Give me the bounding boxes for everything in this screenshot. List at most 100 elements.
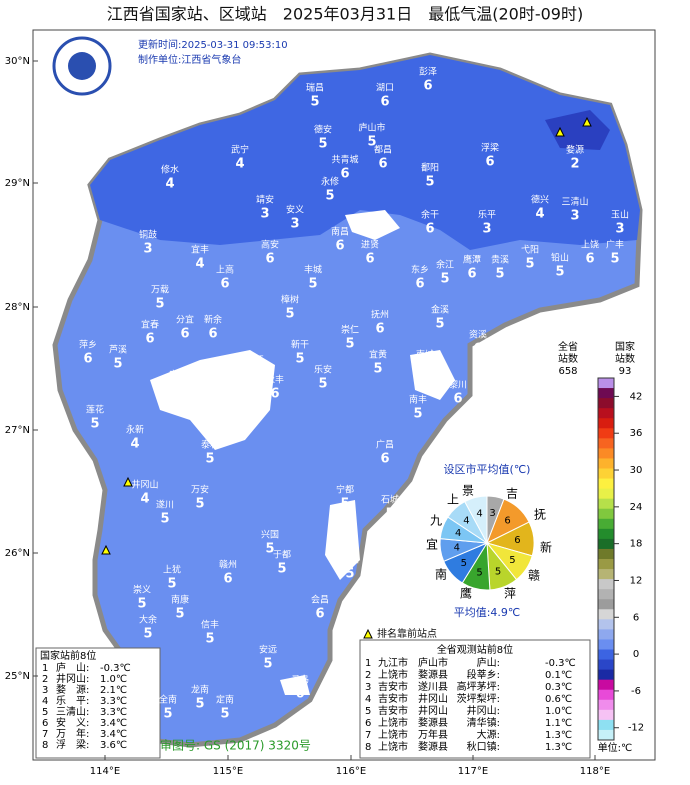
station-name: 乐平 [478,209,496,221]
station-value: 6 [220,277,229,292]
national-cell: 婺 源: [56,683,89,696]
all-cell: 秋口镇: [467,740,500,753]
station-name: 都昌 [374,145,392,156]
all-cell: 大源: [477,728,500,741]
national-cell: -0.3℃ [100,663,131,674]
station-name: 余江 [436,259,454,271]
station-value: 5 [143,627,152,642]
station-name: 信丰 [201,619,219,631]
logo-core [68,52,96,80]
all-cell: 1.3℃ [545,742,572,753]
colorbar-cell [598,388,614,399]
station-name: 芦溪 [109,344,127,356]
national-cell: 万 年: [56,727,89,740]
warm-area [150,350,275,450]
station-value: 3 [570,209,579,224]
pie-label: 上 [447,493,459,507]
pie-value: 6 [504,515,510,526]
station-name: 上犹 [163,565,181,576]
all-cell: 6 [365,718,371,729]
station-name: 德兴 [531,194,549,206]
station-value: 6 [585,252,594,267]
all-cell: 0.3℃ [545,682,572,693]
station-name: 全南 [159,694,177,706]
station-value: 4 [535,207,544,222]
stat-label: 站数 [615,352,635,365]
lon-label: 118°E [580,766,610,777]
all-cell: 0.6℃ [545,694,572,705]
colorbar-cell [598,548,614,560]
stat-value: 658 [558,366,577,377]
all-cell: 上饶市 [378,740,408,753]
station-name: 樟树 [281,294,299,306]
station-name: 铜鼓 [139,229,157,241]
lake [345,210,400,240]
station-value: 6 [223,572,232,587]
station-value: 5 [435,317,444,332]
station-value: 5 [90,417,99,432]
station-name: 万载 [151,284,169,296]
national-cell: 1 [42,663,48,674]
station-name: 余干 [421,209,439,221]
pie-label: 南 [435,567,447,582]
station-name: 龙南 [191,684,209,696]
warm-area [325,500,360,580]
station-value: 5 [525,257,534,272]
pie-average: 平均值:4.9℃ [454,606,521,619]
station-value: 5 [205,632,214,647]
lat-label: 27°N [5,425,30,436]
station-name: 赣州 [219,559,237,571]
pie-label: 宜 [426,537,438,552]
station-value: 5 [345,337,354,352]
station-value: 6 [235,405,244,420]
station-value: 5 [220,707,229,722]
all-cell: 1.3℃ [545,730,572,741]
station-name: 德安 [314,124,332,136]
station-name: 吉水 [231,392,249,404]
pie-label: 萍 [504,587,516,601]
station-name: 崇义 [133,585,151,596]
station-name: 黎川 [449,379,467,391]
station-name: 乐安 [314,364,332,376]
all-title: 全省观测站前8位 [437,643,513,656]
station-name: 萍乡 [79,340,97,351]
station-name: 新干 [291,339,309,351]
station-value: 6 [375,322,384,337]
pie-slice [464,495,488,544]
colorbar-cell [598,378,614,389]
all-cell: 清华镇: [467,716,500,729]
all-cell: 婺源县 [418,716,448,729]
colorbar-cell [598,669,614,681]
pie-value: 5 [476,568,482,579]
lon-label: 115°E [213,766,243,777]
station-value: 4 [195,257,204,272]
colorbar-cell [598,609,614,620]
lat-label: 26°N [5,548,30,559]
stat-value: 93 [619,366,632,377]
national-cell: 5 [42,707,48,718]
station-name: 万安 [191,484,209,496]
all-cell: 庐山市 [418,656,448,669]
all-cell: -0.3℃ [545,658,576,669]
station-name: 广丰 [606,239,624,251]
pie-value: 5 [461,558,467,569]
all-cell: 庐山: [477,656,500,669]
colorbar-frame [597,377,615,741]
national-cell: 安 义: [56,716,89,729]
station-name: 武宁 [231,144,249,156]
colorbar-cell [598,689,614,701]
stat-label: 站数 [558,352,578,365]
colorbar-cell [598,589,614,600]
all-cell: 遂川县 [418,680,448,693]
station-value: 6 [270,387,279,402]
warm-area [280,675,310,695]
station-name: 吉安县 [196,419,223,431]
station-value: 5 [250,367,259,382]
rank-marker [123,476,133,487]
station-value: 6 [467,267,476,282]
all-cell: 2 [365,670,371,681]
station-name: 高安 [261,239,279,251]
station-name: 宜黄 [369,349,387,361]
station-name: 瑞金 [341,554,359,566]
station-value: 5 [610,252,619,267]
